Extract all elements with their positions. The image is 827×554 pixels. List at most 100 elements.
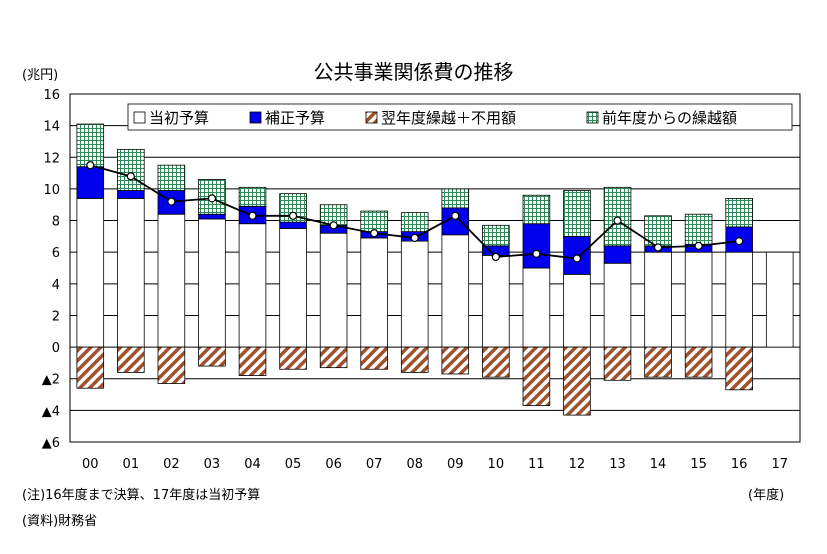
x-tick-label: 01 <box>123 457 140 472</box>
settlement-line <box>86 161 744 263</box>
x-tick-label: 03 <box>204 457 221 472</box>
x-tick-label: 02 <box>163 457 180 472</box>
bar-prior-carryover <box>482 224 510 247</box>
y-tick-label: 8 <box>52 215 60 230</box>
bar-initial-budget <box>482 254 510 348</box>
settlement-point <box>653 243 663 252</box>
bar-carryover-unused <box>684 346 713 378</box>
bar-prior-carryover <box>157 164 186 191</box>
y-tick-label: 10 <box>43 183 60 198</box>
settlement-point <box>329 221 338 230</box>
legend-swatch <box>249 111 262 124</box>
bar-prior-carryover <box>76 123 105 168</box>
legend: 当初予算 補正予算 翌年度繰越＋不用額 前年度からの繰越額 <box>127 103 793 131</box>
legend-label: 補正予算 <box>265 109 325 127</box>
chart-title: 公共事業関係費の推移 <box>313 60 514 84</box>
y-tick-label: 16 <box>43 88 60 103</box>
x-tick-label: 16 <box>731 457 748 472</box>
settlement-point <box>410 233 419 243</box>
y-tick-label: ▲2 <box>42 373 60 388</box>
bar-initial-budget <box>360 237 388 348</box>
legend-swatch <box>586 111 599 124</box>
settlement-point <box>451 211 460 220</box>
bar-initial-budget <box>603 262 632 348</box>
bar-prior-carryover <box>360 210 388 233</box>
settlement-point <box>248 211 257 220</box>
bar-prior-carryover <box>522 194 551 225</box>
x-tick-label: 07 <box>366 457 383 472</box>
settlement-point <box>167 197 176 206</box>
legend-label: 翌年度繰越＋不用額 <box>381 109 516 127</box>
bar-initial-budget <box>117 197 145 348</box>
bar-carryover-unused <box>76 346 105 389</box>
bar-carryover-unused <box>400 346 429 373</box>
y-axis-unit: (兆円) <box>22 68 59 83</box>
y-tick-label: 4 <box>52 278 60 293</box>
bar-supplementary <box>279 221 307 229</box>
x-tick-label: 12 <box>569 457 586 472</box>
y-tick-label: 0 <box>52 341 60 356</box>
bar-supplementary <box>76 166 105 199</box>
settlement-point <box>288 211 298 220</box>
y-tick-label: 6 <box>52 246 60 261</box>
bar-carryover-unused <box>117 346 145 373</box>
bar-initial-budget <box>725 251 753 348</box>
bar-initial-budget <box>279 228 307 348</box>
bar-carryover-unused <box>279 346 307 370</box>
x-tick-label: 06 <box>325 457 342 472</box>
bar-prior-carryover <box>725 197 753 228</box>
chart-note: (注)16年度まで決算、17年度は当初予算 <box>22 488 261 503</box>
settlement-point <box>735 237 744 246</box>
bar-carryover-unused <box>482 346 510 378</box>
bar-carryover-unused <box>725 346 753 391</box>
bar-prior-carryover <box>563 190 591 237</box>
bar-carryover-unused <box>319 346 348 369</box>
bar-initial-budget <box>238 223 267 348</box>
bar-carryover-unused <box>157 346 186 384</box>
bar-initial-budget <box>441 234 470 348</box>
bar-prior-carryover <box>400 212 429 233</box>
y-tick-label: ▲4 <box>42 404 60 419</box>
bar-initial-budget <box>198 218 226 348</box>
bar-carryover-unused <box>644 346 672 378</box>
legend-label: 当初予算 <box>149 109 209 127</box>
bar-prior-carryover <box>238 186 267 207</box>
bar-carryover-unused <box>522 346 551 407</box>
bar-carryover-unused <box>441 346 470 375</box>
legend-box <box>127 103 793 131</box>
bar-carryover-unused <box>238 346 267 376</box>
bar-supplementary <box>117 190 145 199</box>
settlement-point <box>370 229 379 238</box>
x-tick-label: 00 <box>82 457 99 472</box>
y-tick-label: 14 <box>43 120 60 135</box>
bar-initial-budget <box>644 251 672 348</box>
axes: 16 14 12 10 8 6 4 2 0 ▲2 ▲4 ▲6 00 01 02 03 04 05 06 07 08 09 1… <box>42 88 788 472</box>
settlement-point <box>126 172 135 181</box>
legend-swatch <box>133 111 146 124</box>
settlement-point <box>207 194 217 203</box>
bar-initial-budget <box>157 213 186 348</box>
settlement-point <box>572 254 582 263</box>
bar-carryover-unused <box>360 346 388 370</box>
bar-supplementary <box>522 223 551 269</box>
settlement-point <box>613 216 622 225</box>
bar-initial-budget <box>522 267 551 348</box>
x-tick-label: 04 <box>244 457 261 472</box>
bar-initial-budget <box>319 232 348 348</box>
settlement-point <box>694 241 703 250</box>
bar-carryover-unused <box>563 346 591 416</box>
bar-prior-carryover <box>117 148 145 191</box>
x-tick-label: 09 <box>447 457 464 472</box>
chart-source: (資料)財務省 <box>22 514 98 529</box>
x-tick-label: 10 <box>488 457 505 472</box>
bars <box>76 123 794 416</box>
bar-initial-budget <box>684 251 713 348</box>
x-tick-label: 14 <box>650 457 667 472</box>
bar-prior-carryover <box>441 188 470 209</box>
x-tick-label: 13 <box>609 457 626 472</box>
legend-label: 前年度からの繰越額 <box>602 109 737 127</box>
settlement-point <box>86 161 95 170</box>
x-tick-label: 08 <box>406 457 423 472</box>
bar-carryover-unused <box>603 346 632 381</box>
